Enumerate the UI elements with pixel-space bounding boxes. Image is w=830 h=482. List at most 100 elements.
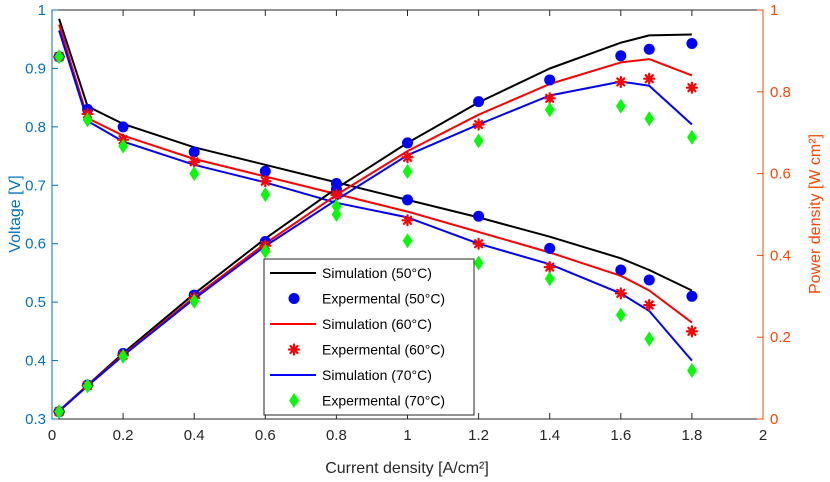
power-point-exp50 <box>402 137 413 149</box>
voltage-point-exp60 <box>188 155 201 168</box>
x-axis-label: Current density [A/cm²] <box>325 460 489 477</box>
voltage-point-exp70 <box>118 138 128 154</box>
legend: Simulation (50°C) Expermental (50°C) Simul… <box>263 258 475 416</box>
power-point-exp70 <box>402 164 413 180</box>
voltage-point-exp60 <box>472 237 485 250</box>
legend-label-exp70: Expermental (70°C) <box>322 393 445 409</box>
power-point-exp70 <box>118 348 128 364</box>
legend-box <box>263 258 475 416</box>
x-tick-label: 0.6 <box>255 427 276 444</box>
voltage-point-exp60 <box>543 261 556 274</box>
voltage-point-exp60 <box>401 214 414 227</box>
voltage-point-exp60 <box>643 299 656 312</box>
power-point-exp70 <box>54 404 64 420</box>
power-point-exp50 <box>643 43 655 55</box>
voltage-point-exp70 <box>331 207 342 222</box>
voltage-point-exp50 <box>544 242 556 254</box>
power-point-exp70 <box>260 243 271 259</box>
x-tick-label: 0.2 <box>113 427 134 444</box>
y-left-tick-label: 0.4 <box>25 353 46 370</box>
power-point-exp60 <box>472 118 485 131</box>
power-point-exp60 <box>685 81 698 94</box>
y-left-tick-label: 0.5 <box>25 294 46 311</box>
voltage-point-exp70 <box>473 255 484 271</box>
voltage-line-sim50 <box>58 18 693 292</box>
y-right-tick-label: 0.4 <box>770 247 791 264</box>
y-left-tick-label: 0.3 <box>25 411 46 428</box>
power-point-exp50 <box>686 38 698 50</box>
y-right-tick-label: 0 <box>770 411 778 428</box>
voltage-point-exp50 <box>117 121 129 133</box>
y-axis-left-label: Voltage [V] <box>7 175 24 252</box>
legend-label-exp60: Expermental (60°C) <box>322 342 445 358</box>
y-left-tick-label: 0.9 <box>25 60 46 77</box>
voltage-point-exp50 <box>188 146 200 158</box>
voltage-point-exp50 <box>686 290 698 302</box>
x-tick-label: 0.4 <box>184 427 205 444</box>
y-right-tick-label: 0.8 <box>770 84 791 101</box>
x-tick-label: 1.2 <box>468 427 489 444</box>
y-left-tick-label: 0.8 <box>25 119 46 136</box>
legend-marker-exp70 <box>289 393 299 408</box>
voltage-point-exp50 <box>643 274 655 286</box>
voltage-point-exp70 <box>82 112 93 128</box>
power-point-exp70 <box>544 102 555 118</box>
power-point-exp70 <box>616 98 626 114</box>
markers-layer <box>53 38 698 420</box>
legend-label-sim70: Simulation (70°C) <box>322 367 432 383</box>
voltage-point-exp70 <box>260 187 271 203</box>
power-point-exp70 <box>82 378 93 394</box>
x-tick-label: 1.4 <box>539 427 560 444</box>
voltage-point-exp70 <box>402 233 413 249</box>
power-point-exp60 <box>643 72 656 85</box>
legend-marker-exp60 <box>287 343 301 356</box>
power-point-exp50 <box>544 74 556 86</box>
y-right-tick-label: 1 <box>770 2 778 19</box>
power-point-exp70 <box>473 133 484 149</box>
power-point-exp60 <box>401 151 414 164</box>
voltage-point-exp60 <box>259 175 272 188</box>
power-point-exp60 <box>614 75 627 89</box>
x-tick-label: 1 <box>403 427 411 444</box>
voltage-point-exp70 <box>54 49 64 65</box>
power-point-exp50 <box>473 96 485 108</box>
voltage-line-sim70 <box>58 30 693 362</box>
voltage-point-exp70 <box>189 166 199 182</box>
power-point-exp70 <box>189 293 199 309</box>
y-left-tick-label: 0.7 <box>25 177 46 194</box>
voltage-point-exp70 <box>616 307 626 323</box>
power-point-exp60 <box>330 188 343 201</box>
voltage-point-exp50 <box>473 210 485 222</box>
y-right-tick-label: 0.2 <box>770 329 791 346</box>
x-tick-label: 1.8 <box>681 427 702 444</box>
y-axis-right: 0 0.2 0.4 0.6 0.8 1 <box>757 2 791 428</box>
x-tick-label: 2 <box>759 427 767 444</box>
voltage-point-exp50 <box>615 264 627 276</box>
y-axis-right-label: Power density [W cm²] <box>807 134 824 294</box>
power-point-exp70 <box>687 129 697 145</box>
voltage-point-exp60 <box>685 325 698 338</box>
voltage-point-exp70 <box>544 271 555 287</box>
voltage-line-sim60 <box>58 24 693 324</box>
x-tick-label: 0 <box>48 427 56 444</box>
y-right-tick-label: 0.6 <box>770 166 791 183</box>
voltage-point-exp50 <box>402 194 413 206</box>
power-point-exp60 <box>543 92 556 105</box>
x-tick-label: 1.6 <box>610 427 631 444</box>
voltage-point-exp70 <box>644 331 655 347</box>
legend-marker-exp50 <box>288 293 300 304</box>
y-axis-left: 0.3 0.4 0.5 0.6 0.7 0.8 0.9 1 <box>25 2 58 428</box>
voltage-point-exp50 <box>259 165 271 177</box>
legend-label-sim60: Simulation (60°C) <box>322 316 432 332</box>
x-tick-label: 0.8 <box>326 427 347 444</box>
power-point-exp50 <box>615 50 627 62</box>
power-point-exp70 <box>644 111 655 127</box>
y-left-tick-label: 1 <box>38 2 46 19</box>
legend-label-exp50: Expermental (50°C) <box>322 291 445 307</box>
legend-label-sim50: Simulation (50°C) <box>322 265 432 281</box>
y-left-tick-label: 0.6 <box>25 236 46 253</box>
power-point-exp70 <box>331 198 342 214</box>
x-axis: 0 0.2 0.4 0.6 0.8 1 1.2 1.4 1.6 1.8 2 <box>48 10 767 444</box>
voltage-point-exp70 <box>687 363 697 379</box>
